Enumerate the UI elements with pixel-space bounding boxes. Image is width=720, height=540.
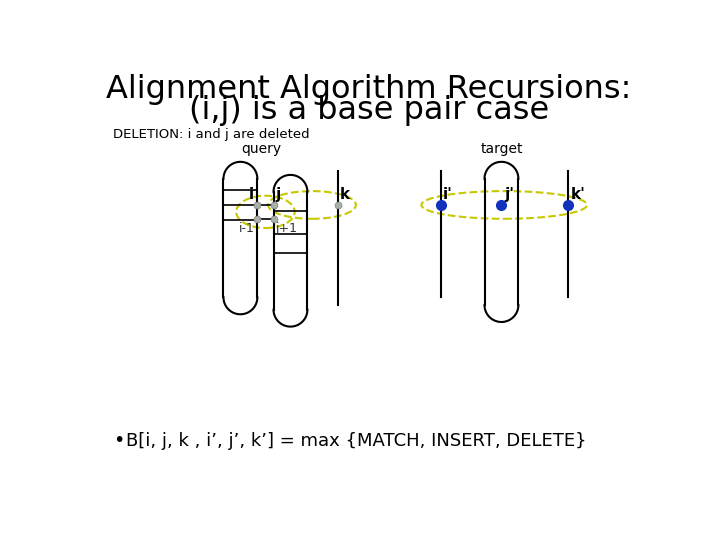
Text: j+1: j+1 xyxy=(275,222,297,235)
Text: target: target xyxy=(480,141,523,156)
Text: k: k xyxy=(340,187,350,202)
Text: query: query xyxy=(241,141,282,156)
Text: i': i' xyxy=(443,187,453,202)
Text: k': k' xyxy=(571,187,585,202)
Text: i: i xyxy=(249,187,254,202)
Text: Alignment Algorithm Recursions:: Alignment Algorithm Recursions: xyxy=(107,74,631,105)
Text: j: j xyxy=(275,187,280,202)
Text: B[i, j, k , i’, j’, k’] = max {MATCH, INSERT, DELETE}: B[i, j, k , i’, j’, k’] = max {MATCH, IN… xyxy=(126,431,586,450)
Text: (i,j) is a base pair case: (i,j) is a base pair case xyxy=(189,96,549,126)
Text: •: • xyxy=(113,431,125,450)
Text: i-1: i-1 xyxy=(238,222,254,235)
Text: DELETION: i and j are deleted: DELETION: i and j are deleted xyxy=(113,127,310,140)
Text: j': j' xyxy=(505,187,515,202)
